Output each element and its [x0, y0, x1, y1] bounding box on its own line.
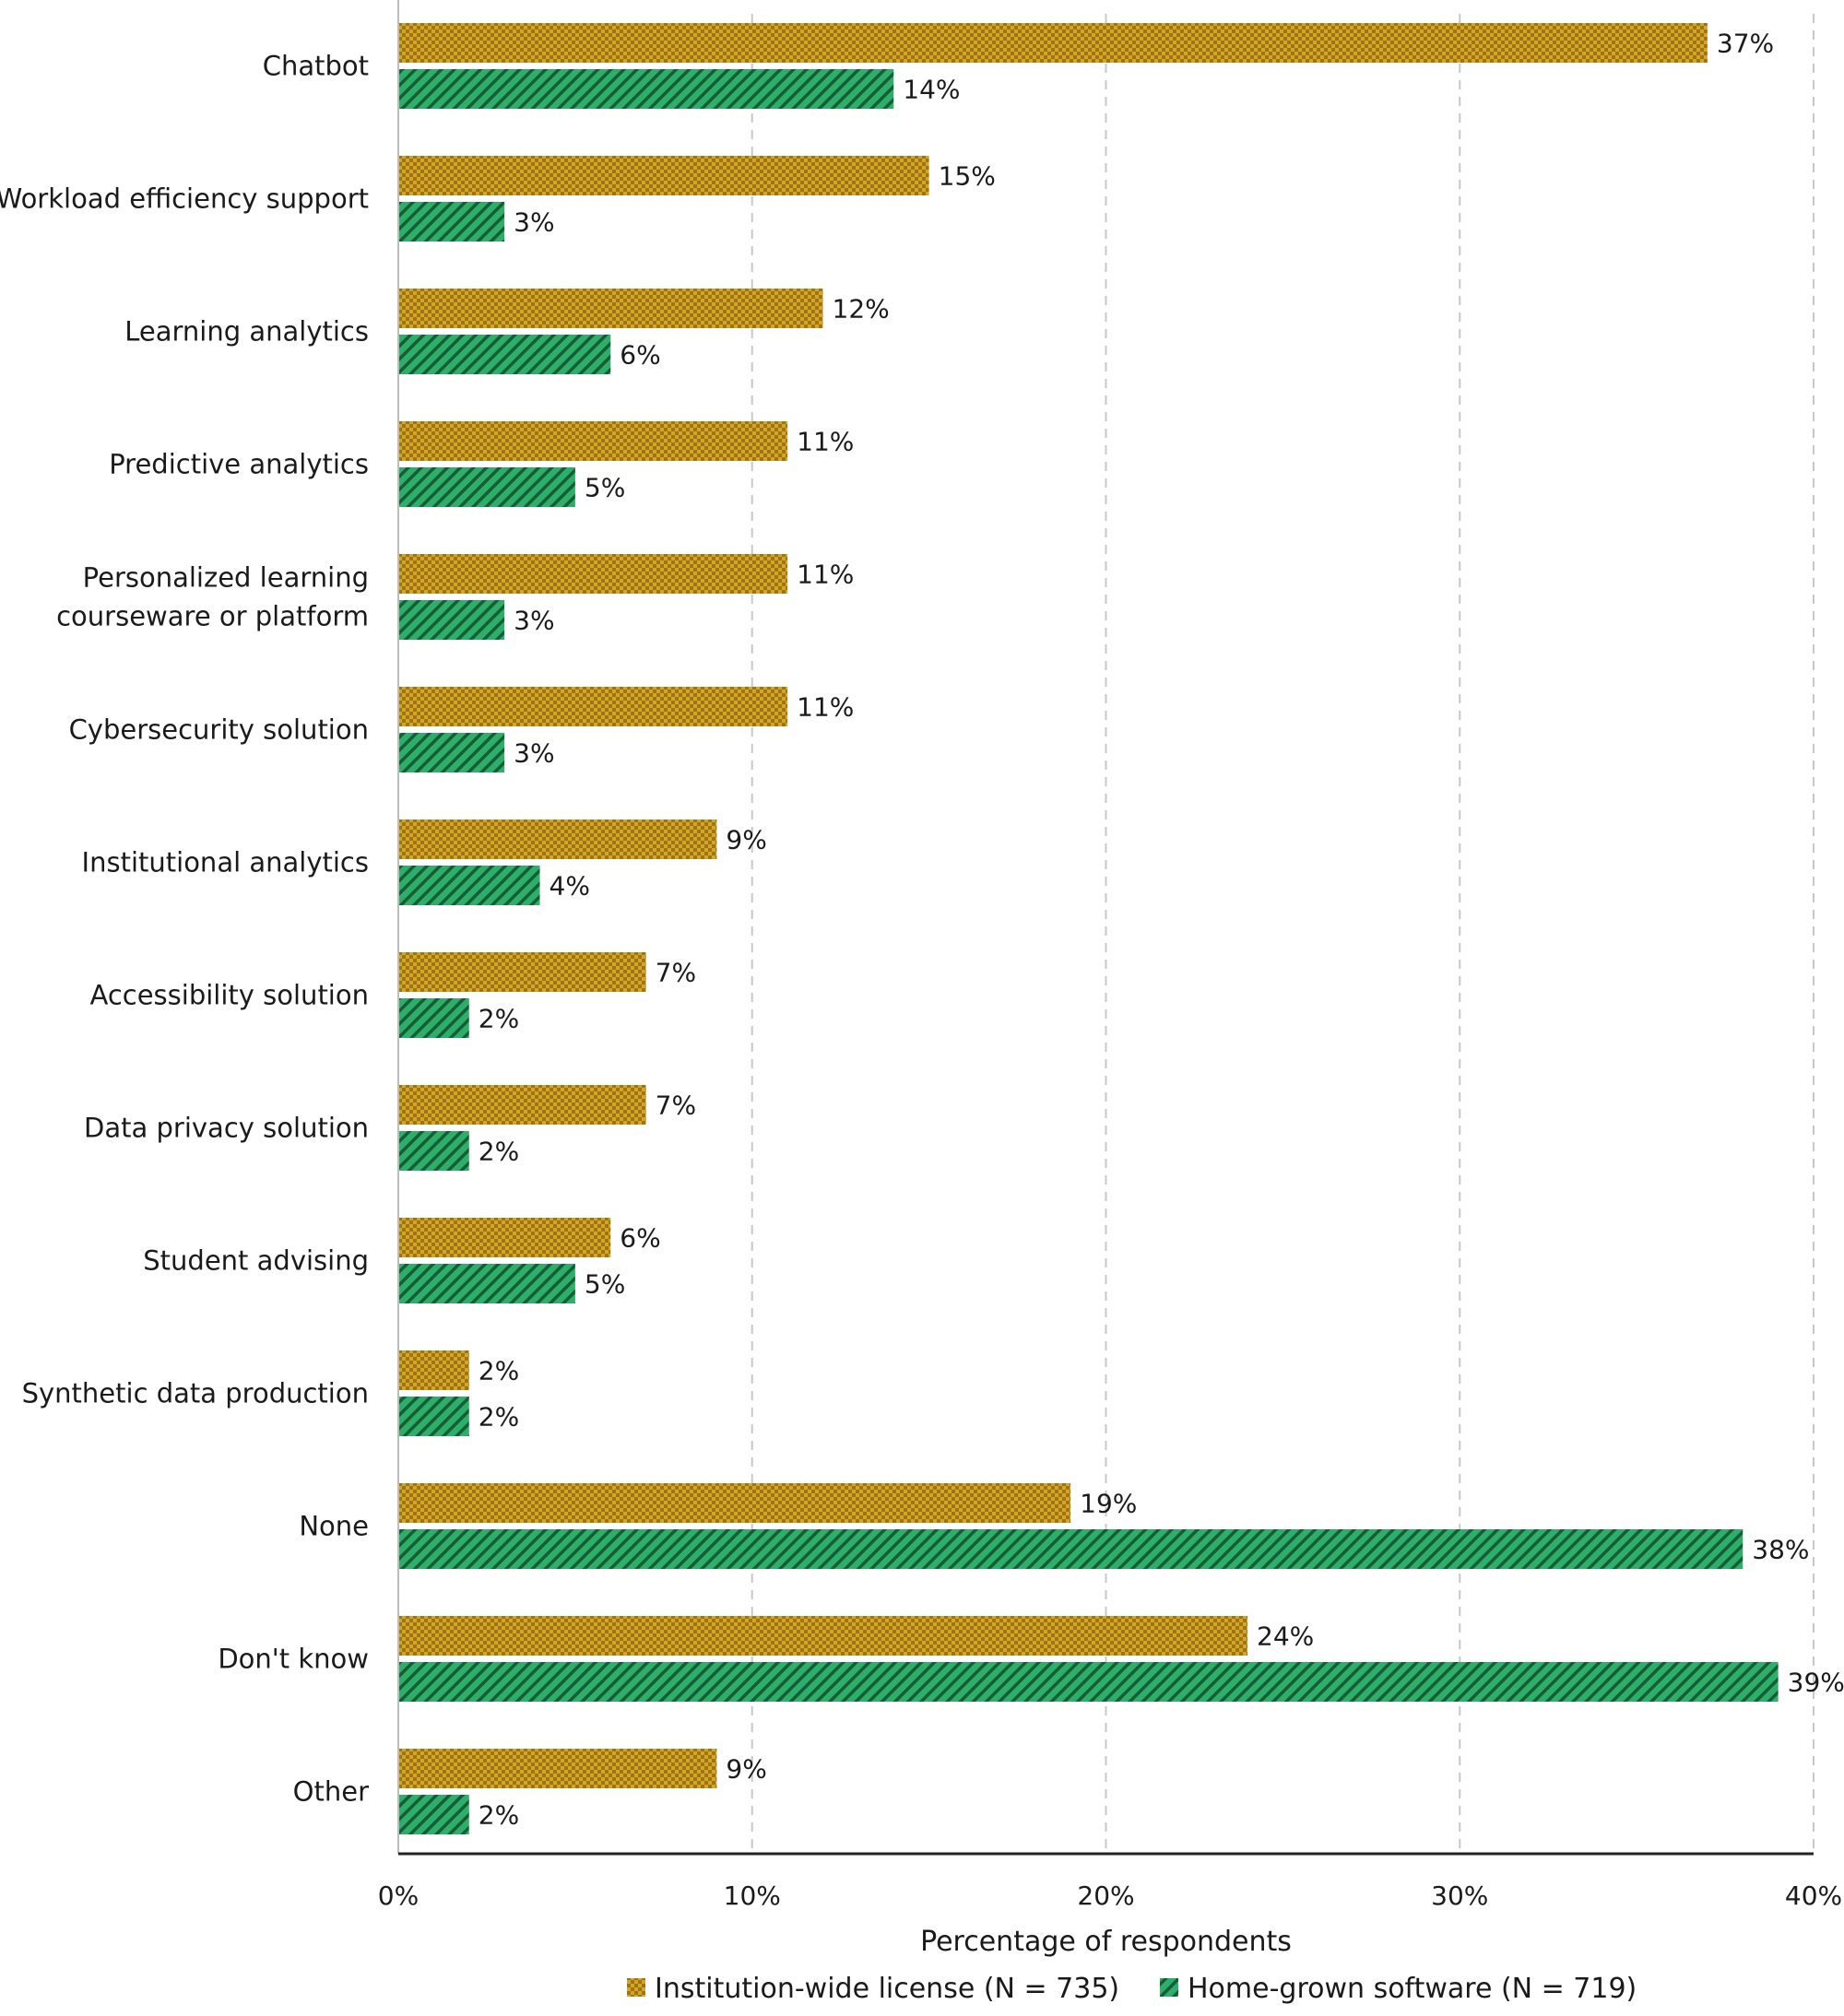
- data-label-institution-4: 11%: [797, 560, 854, 590]
- bar-institution-0: [398, 23, 1708, 63]
- data-label-institution-10: 2%: [479, 1356, 519, 1386]
- bar-institution-10: [398, 1350, 469, 1390]
- data-label-institution-1: 15%: [939, 161, 996, 192]
- data-label-institution-2: 12%: [833, 294, 890, 324]
- category-label-10: Synthetic data production: [22, 1378, 369, 1409]
- category-label-13: Other: [293, 1776, 369, 1808]
- data-label-institution-8: 7%: [656, 1091, 696, 1121]
- x-axis: 0% 10% 20% 30% 40%: [378, 0, 1842, 1911]
- bar-homegrown-3: [398, 467, 575, 507]
- category-label-2: Learning analytics: [124, 316, 369, 348]
- bar-institution-3: [398, 421, 788, 461]
- bar-institution-6: [398, 819, 717, 859]
- bar-homegrown-11: [398, 1529, 1744, 1569]
- category-label-3: Predictive analytics: [109, 449, 369, 480]
- x-tick-label-30: 30%: [1431, 1880, 1488, 1911]
- x-tick-label-40: 40%: [1785, 1880, 1842, 1911]
- legend: Institution-wide license (N = 735) Home-g…: [627, 1973, 1637, 2005]
- data-label-institution-9: 6%: [620, 1223, 660, 1254]
- bar-homegrown-6: [398, 866, 540, 905]
- data-label-homegrown-7: 2%: [479, 1004, 519, 1034]
- data-label-homegrown-10: 2%: [479, 1402, 519, 1432]
- bar-homegrown-1: [398, 202, 505, 242]
- legend-label-homegrown: Home-grown software (N = 719): [1188, 1973, 1637, 2005]
- labels: 37% 14% Chatbot 15% 3% Workload efficiency su…: [0, 29, 1844, 1831]
- data-label-homegrown-12: 39%: [1788, 1668, 1844, 1698]
- bar-homegrown-13: [398, 1795, 469, 1834]
- bar-homegrown-9: [398, 1264, 575, 1303]
- x-tick-label-0: 0%: [378, 1880, 419, 1911]
- category-label-6: Institutional analytics: [82, 847, 369, 878]
- legend-swatch-institution: [627, 1978, 645, 1997]
- data-label-homegrown-9: 5%: [585, 1269, 625, 1300]
- bar-institution-4: [398, 554, 788, 594]
- x-tick-label-10: 10%: [724, 1880, 781, 1911]
- category-label-11: None: [299, 1511, 369, 1542]
- data-label-homegrown-5: 3%: [514, 738, 554, 769]
- data-label-institution-11: 19%: [1080, 1489, 1137, 1519]
- data-label-homegrown-3: 5%: [585, 473, 625, 503]
- data-label-institution-7: 7%: [656, 958, 696, 988]
- x-axis-title: Percentage of respondents: [920, 1926, 1292, 1958]
- category-label-0: Chatbot: [263, 51, 369, 82]
- bar-homegrown-4: [398, 600, 505, 640]
- legend-label-institution: Institution-wide license (N = 735): [655, 1973, 1119, 2005]
- legend-swatch-homegrown: [1160, 1978, 1178, 1997]
- bar-institution-9: [398, 1218, 611, 1257]
- bars: [398, 23, 1779, 1834]
- data-label-institution-5: 11%: [797, 692, 854, 723]
- bar-homegrown-0: [398, 69, 894, 109]
- bar-homegrown-2: [398, 335, 611, 374]
- category-label-5: Cybersecurity solution: [69, 714, 369, 746]
- bar-institution-7: [398, 952, 646, 992]
- data-label-homegrown-11: 38%: [1752, 1535, 1809, 1565]
- bar-institution-8: [398, 1085, 646, 1125]
- bar-institution-5: [398, 687, 788, 726]
- category-label-9: Student advising: [143, 1245, 369, 1277]
- data-label-institution-13: 9%: [726, 1754, 766, 1785]
- data-label-institution-0: 37%: [1717, 29, 1774, 59]
- data-label-homegrown-0: 14%: [903, 75, 960, 105]
- data-label-homegrown-1: 3%: [514, 207, 554, 238]
- data-label-homegrown-13: 2%: [479, 1800, 519, 1831]
- data-label-homegrown-2: 6%: [620, 340, 660, 371]
- bar-institution-1: [398, 156, 929, 195]
- category-label-12: Don't know: [218, 1644, 369, 1675]
- bar-homegrown-10: [398, 1397, 469, 1436]
- data-label-institution-3: 11%: [797, 427, 854, 457]
- category-label-8: Data privacy solution: [84, 1113, 369, 1144]
- bar-institution-2: [398, 289, 823, 328]
- category-label-1: Workload efficiency support: [0, 183, 369, 215]
- bar-institution-11: [398, 1483, 1071, 1523]
- gridlines: [751, 14, 1814, 1854]
- bar-homegrown-5: [398, 733, 505, 772]
- bar-homegrown-8: [398, 1131, 469, 1171]
- bar-homegrown-12: [398, 1662, 1779, 1702]
- bar-institution-13: [398, 1749, 717, 1788]
- bar-homegrown-7: [398, 998, 469, 1038]
- x-tick-label-20: 20%: [1077, 1880, 1134, 1911]
- data-label-institution-6: 9%: [726, 825, 766, 855]
- data-label-homegrown-8: 2%: [479, 1137, 519, 1167]
- data-label-homegrown-6: 4%: [550, 871, 590, 902]
- category-label-7: Accessibility solution: [89, 980, 369, 1011]
- data-label-institution-12: 24%: [1257, 1621, 1314, 1652]
- data-label-homegrown-4: 3%: [514, 606, 554, 636]
- category-label-4: Personalized learning courseware or platf…: [56, 562, 369, 632]
- bar-institution-12: [398, 1616, 1247, 1656]
